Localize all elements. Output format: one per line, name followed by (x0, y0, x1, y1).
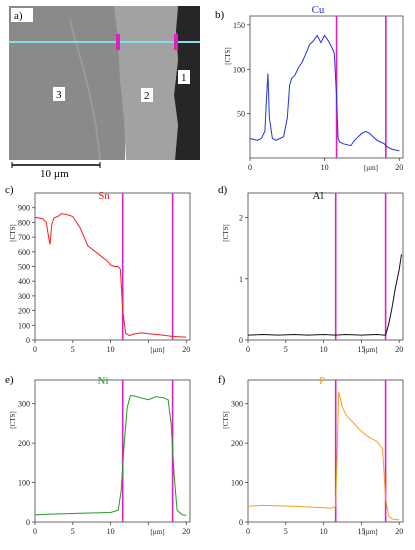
panel-a-label-box (11, 8, 33, 22)
series-line-sn (34, 213, 187, 338)
x-tick-label: 0 (33, 527, 37, 536)
x-tick-label: 15 (357, 345, 365, 354)
y-tick-label: 200 (18, 439, 30, 448)
y-tick-label: 400 (18, 277, 30, 286)
sem-grain-boundary (69, 19, 101, 161)
region-1-label: 1 (181, 72, 187, 84)
y-tick-label: 0 (26, 336, 30, 345)
y-tick-label: 1 (239, 275, 243, 284)
y-axis-label: [CTS] (9, 411, 17, 429)
y-tick-label: 300 (18, 292, 30, 301)
region-3-label: 3 (56, 89, 62, 101)
y-tick-label: 100 (233, 65, 245, 74)
panel-label: c) (5, 184, 14, 196)
linescan-marker-left (116, 34, 120, 50)
plot-frame (34, 192, 191, 341)
x-tick-label: 5 (71, 527, 75, 536)
y-tick-label: 500 (18, 263, 30, 272)
y-tick-label: 600 (18, 248, 30, 257)
x-tick-label: 10 (321, 163, 329, 172)
series-line-cu (249, 34, 400, 152)
x-axis-label: [µm] (363, 346, 377, 354)
y-tick-label: 800 (18, 218, 30, 227)
y-tick-label: 0 (239, 518, 243, 527)
element-label: Sn (98, 190, 110, 202)
region-2-label: 2 (144, 90, 150, 102)
y-axis-label: [CTS] (222, 411, 230, 429)
series-line-al (247, 254, 402, 336)
sem-region-2-area (114, 6, 178, 160)
panel-label: b) (215, 9, 225, 21)
x-tick-label: 0 (246, 345, 250, 354)
x-tick-label: 0 (246, 527, 250, 536)
linescan-marker-right (174, 34, 178, 50)
plot-frame (247, 192, 404, 341)
panel-label: e) (5, 374, 14, 386)
plot-frame (34, 379, 191, 523)
y-axis-label: [CTS] (222, 224, 230, 242)
x-tick-label: 20 (395, 163, 403, 172)
x-tick-label: 5 (71, 345, 75, 354)
y-tick-label: 700 (18, 233, 30, 242)
x-tick-label: 20 (182, 345, 190, 354)
x-tick-label: 20 (182, 527, 190, 536)
y-tick-label: 100 (18, 479, 30, 488)
series-line-p (247, 391, 400, 521)
x-tick-label: 20 (395, 345, 403, 354)
element-label: P (319, 375, 325, 387)
plot-frame (247, 379, 404, 523)
y-tick-label: 0 (26, 518, 30, 527)
region-3-label-box (53, 87, 65, 101)
x-tick-label: 5 (284, 345, 288, 354)
sem-region-3-area (9, 6, 125, 160)
x-tick-label: 15 (357, 527, 365, 536)
series-line-ni (34, 395, 187, 516)
x-axis-label: [µm] (150, 528, 164, 536)
x-tick-label: 10 (107, 345, 115, 354)
y-tick-label: 50 (237, 110, 245, 119)
y-tick-label: 900 (18, 204, 30, 213)
scale-bar-label: 10 µm (40, 168, 69, 180)
chart-ni: 0 100 200 300 0 5 10 20 [µm] [CTS] e) Ni (5, 374, 191, 536)
y-tick-label: 100 (231, 479, 243, 488)
panel-a-label: a) (14, 10, 23, 22)
sem-image: a) 3 2 1 (9, 6, 200, 161)
region-1-label-box (178, 70, 190, 84)
y-tick-label: 200 (18, 307, 30, 316)
panel-label: f) (218, 374, 226, 386)
y-tick-label: 300 (231, 400, 243, 409)
element-label: Ni (98, 375, 109, 387)
plot-frame (249, 15, 404, 159)
x-axis-label: [µm] (150, 346, 164, 354)
y-tick-label: 300 (18, 400, 30, 409)
panel-label: d) (218, 184, 228, 196)
x-tick-label: 10 (107, 527, 115, 536)
y-tick-label: 2 (239, 214, 243, 223)
y-tick-label: 150 (233, 21, 245, 30)
y-axis-label: [CTS] (224, 47, 232, 65)
chart-p: 0 100 200 300 0 5 10 15 20 [µm] [CTS] f) P (218, 374, 404, 536)
x-tick-label: 0 (248, 163, 252, 172)
x-tick-label: 10 (320, 345, 328, 354)
x-tick-label: 20 (395, 527, 403, 536)
element-label: Cu (312, 4, 325, 16)
x-tick-label: 5 (284, 527, 288, 536)
x-axis-label: [µm] (364, 164, 378, 172)
x-axis-label: [µm] (363, 528, 377, 536)
y-tick-label: 100 (18, 321, 30, 330)
y-axis-label: [CTS] (9, 224, 17, 242)
x-tick-label: 0 (33, 345, 37, 354)
chart-cu: 50 100 150 0 10 20 [µm] [CTS] b) Cu (215, 4, 404, 172)
chart-sn: 0 100 200 300 400 500 600 700 800 900 0 5 10 20 [µm] [C… (5, 184, 191, 354)
element-label: Al (313, 190, 324, 202)
y-tick-label: 200 (231, 439, 243, 448)
y-tick-label: 0 (239, 336, 243, 345)
x-tick-label: 10 (320, 527, 328, 536)
region-2-label-box (141, 88, 153, 102)
